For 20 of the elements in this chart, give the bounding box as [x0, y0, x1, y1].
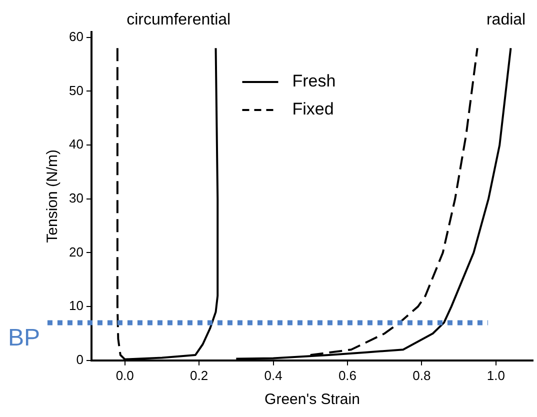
- legend-label: Fixed: [292, 100, 334, 119]
- ref-line-label: BP: [8, 324, 40, 352]
- x-tick-label: 0.6: [338, 368, 357, 383]
- x-axis-title: Green's Strain: [264, 391, 360, 408]
- y-axis-title: Tension (N/m): [44, 150, 62, 243]
- y-tick-label: 40: [68, 136, 84, 152]
- x-tick-label: 0.2: [190, 368, 208, 383]
- x-tick-label: 1.0: [486, 368, 505, 383]
- y-tick-label: 60: [68, 28, 84, 44]
- y-tick-label: 20: [68, 244, 84, 260]
- text: radial: [486, 11, 526, 28]
- x-tick-label: 0.8: [412, 368, 431, 383]
- x-tick-label: 0.0: [116, 368, 134, 383]
- y-tick-label: 0: [76, 352, 84, 367]
- y-tick-label: 50: [68, 82, 84, 98]
- legend-label: Fresh: [292, 72, 336, 91]
- x-tick-label: 0.4: [264, 368, 282, 383]
- y-tick-label: 10: [68, 298, 84, 314]
- text: circumferential: [126, 11, 231, 28]
- y-tick-label: 30: [68, 190, 84, 206]
